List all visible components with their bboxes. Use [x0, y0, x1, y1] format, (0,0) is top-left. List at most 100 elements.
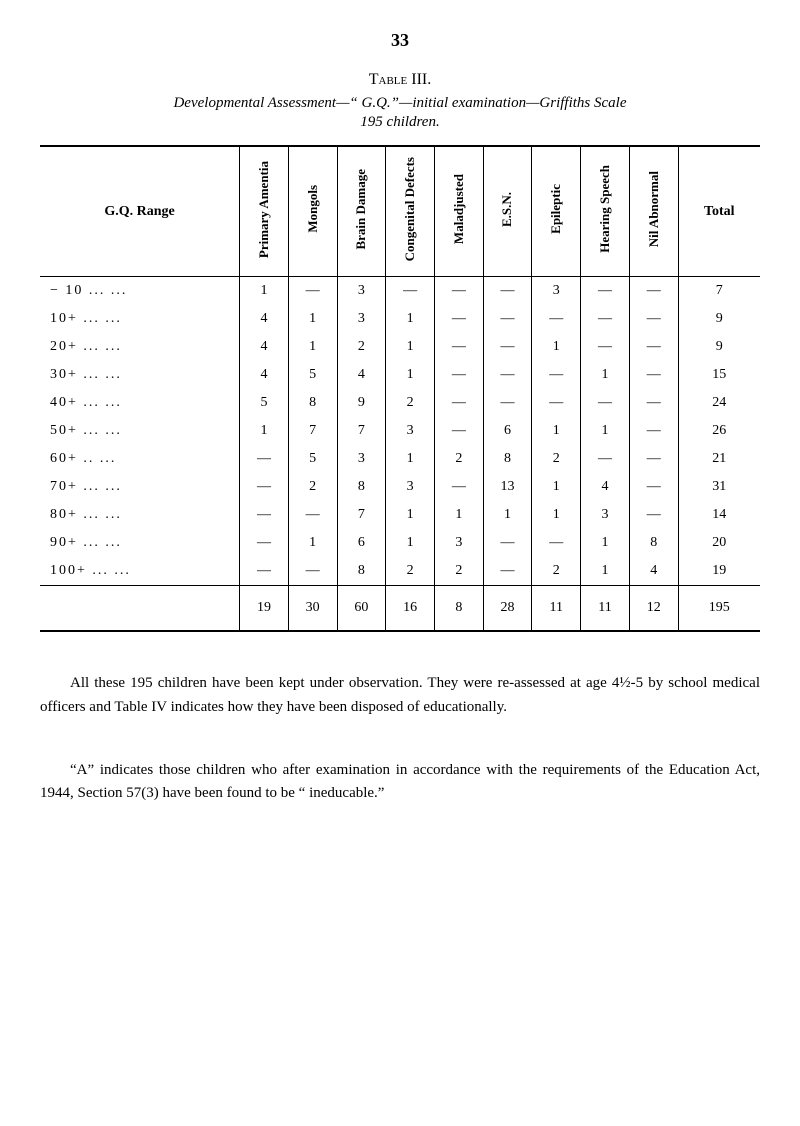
cell: —: [434, 417, 483, 445]
col-label: Mongols: [306, 181, 320, 237]
cell: 1: [532, 417, 581, 445]
cell: 1: [240, 417, 289, 445]
cell-total: 7: [678, 277, 760, 306]
cell: 8: [629, 529, 678, 557]
cell: —: [434, 473, 483, 501]
col-label: E.S.N.: [500, 188, 514, 231]
cell: —: [434, 305, 483, 333]
paragraph-2: “A” indicates those children who after e…: [40, 759, 760, 806]
cell: 12: [629, 586, 678, 632]
cell: —: [532, 529, 581, 557]
page-number: 33: [40, 30, 760, 51]
cell: 3: [386, 473, 435, 501]
cell-total: 9: [678, 333, 760, 361]
cell-range: 50+ ... ...: [40, 417, 240, 445]
cell: 3: [581, 501, 630, 529]
cell: 1: [386, 445, 435, 473]
cell: —: [629, 501, 678, 529]
cell: 11: [581, 586, 630, 632]
cell: 8: [288, 389, 337, 417]
cell: 1: [434, 501, 483, 529]
cell: 3: [532, 277, 581, 306]
col-epileptic: Epileptic: [532, 146, 581, 277]
cell: 19: [240, 586, 289, 632]
cell-total: 9: [678, 305, 760, 333]
col-label: Nil Abnormal: [647, 167, 661, 251]
cell: —: [483, 361, 532, 389]
cell: —: [240, 557, 289, 586]
cell-total: 21: [678, 445, 760, 473]
cell: —: [629, 277, 678, 306]
totals-row: 19306016828111112195: [40, 586, 760, 632]
cell: 1: [386, 361, 435, 389]
table-row: 70+ ... ...—283—1314—31: [40, 473, 760, 501]
cell: 1: [386, 333, 435, 361]
cell: 6: [483, 417, 532, 445]
cell: 4: [240, 333, 289, 361]
cell: 2: [386, 389, 435, 417]
cell: —: [434, 333, 483, 361]
cell-total: 31: [678, 473, 760, 501]
col-congenital: Congenital Defects: [386, 146, 435, 277]
col-hearing-speech: Hearing Speech: [581, 146, 630, 277]
cell-range: 40+ ... ...: [40, 389, 240, 417]
cell: 1: [288, 305, 337, 333]
cell: —: [629, 361, 678, 389]
cell: 2: [434, 557, 483, 586]
cell: —: [240, 473, 289, 501]
cell: —: [483, 529, 532, 557]
table-row: 50+ ... ...1773—611—26: [40, 417, 760, 445]
cell: 8: [337, 473, 386, 501]
cell: 2: [386, 557, 435, 586]
col-nil-abnormal: Nil Abnormal: [629, 146, 678, 277]
col-label: Maladjusted: [452, 170, 466, 248]
table-row: 40+ ... ...5892—————24: [40, 389, 760, 417]
table-row: − 10 ... ...1—3———3——7: [40, 277, 760, 306]
cell: 9: [337, 389, 386, 417]
cell-total: 15: [678, 361, 760, 389]
cell: —: [434, 277, 483, 306]
cell: —: [581, 445, 630, 473]
cell: 5: [288, 361, 337, 389]
cell: —: [288, 557, 337, 586]
cell: 30: [288, 586, 337, 632]
cell: —: [483, 389, 532, 417]
col-maladjusted: Maladjusted: [434, 146, 483, 277]
cell: —: [629, 333, 678, 361]
cell-range: 80+ ... ...: [40, 501, 240, 529]
cell: 1: [532, 473, 581, 501]
paragraph-1: All these 195 children have been kept un…: [40, 672, 760, 719]
data-table: G.Q. Range Primary Amentia Mongols Brain…: [40, 145, 760, 632]
col-label: Epileptic: [549, 180, 563, 238]
cell-range: 20+ ... ...: [40, 333, 240, 361]
col-esn: E.S.N.: [483, 146, 532, 277]
cell: 2: [337, 333, 386, 361]
col-total: Total: [678, 146, 760, 277]
cell: —: [581, 333, 630, 361]
table-row: 20+ ... ...4121——1——9: [40, 333, 760, 361]
cell: —: [240, 529, 289, 557]
cell: 2: [532, 445, 581, 473]
cell: 8: [337, 557, 386, 586]
col-label: Congenital Defects: [403, 153, 417, 265]
cell: —: [288, 277, 337, 306]
cell: 1: [386, 305, 435, 333]
cell: 1: [581, 529, 630, 557]
col-label: Hearing Speech: [598, 161, 612, 257]
table-row: 100+ ... ...——822—21419: [40, 557, 760, 586]
cell: —: [581, 389, 630, 417]
cell: 28: [483, 586, 532, 632]
table-row: 90+ ... ...—1613——1820: [40, 529, 760, 557]
caption-line-1: Developmental Assessment—“ G.Q.”—initial…: [40, 95, 760, 112]
cell: 6: [337, 529, 386, 557]
cell-total: 19: [678, 557, 760, 586]
cell: 3: [386, 417, 435, 445]
cell: —: [240, 445, 289, 473]
col-total-label: Total: [704, 204, 735, 219]
table-body: − 10 ... ...1—3———3——710+ ... ...4131———…: [40, 277, 760, 632]
cell: 1: [532, 501, 581, 529]
cell: 8: [483, 445, 532, 473]
cell: —: [629, 445, 678, 473]
cell: 11: [532, 586, 581, 632]
cell: 1: [386, 501, 435, 529]
